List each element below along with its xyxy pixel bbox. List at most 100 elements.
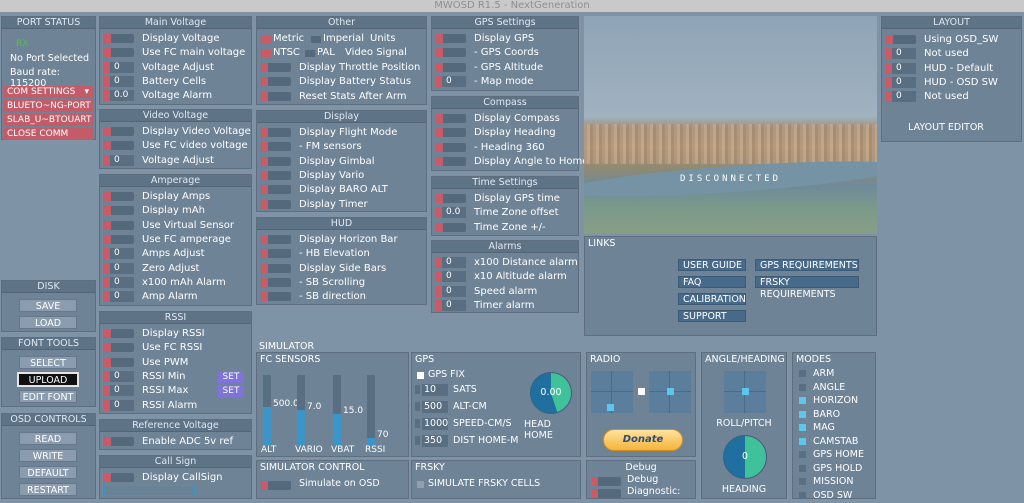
display-mah-toggle[interactable]	[104, 206, 134, 216]
mode-checkbox[interactable]	[799, 464, 806, 472]
mode-gps-hold[interactable]: GPS HOLD	[793, 462, 875, 475]
metric-radio[interactable]	[261, 36, 271, 43]
mode-osd-sw[interactable]: OSD SW	[793, 489, 875, 502]
port-item-bluetooth[interactable]: BLUETO~NG-PORT	[4, 100, 93, 112]
sim-gps-speed-cm-s-input[interactable]: 1000	[422, 418, 449, 430]
use-virtual-sensor-toggle[interactable]	[104, 220, 134, 230]
mode-mission[interactable]: MISSION	[793, 475, 875, 488]
display-horizon-bar-toggle[interactable]	[261, 235, 291, 244]
sb-scrolling-toggle[interactable]	[261, 277, 291, 287]
link-frsky-requirements[interactable]: FRSKY REQUIREMENTS	[755, 276, 859, 300]
mode-gps-home[interactable]: GPS HOME	[793, 448, 875, 461]
mode-checkbox[interactable]	[799, 397, 806, 404]
battery-cells-input[interactable]: 0	[104, 75, 134, 87]
not-used-input[interactable]: 0	[886, 91, 916, 103]
sim-gps-dist-home-m-input[interactable]: 350	[422, 435, 448, 447]
time-zone-toggle[interactable]	[436, 222, 466, 232]
display-voltage-toggle[interactable]	[104, 34, 134, 43]
voltage-adjust-input[interactable]: 0	[104, 154, 134, 166]
default-button[interactable]: DEFAULT	[19, 466, 77, 479]
mode-checkbox[interactable]	[799, 451, 806, 458]
gps-coords-toggle[interactable]	[436, 48, 466, 58]
use-fc-main-voltage-toggle[interactable]	[104, 48, 134, 58]
left-stick-pad[interactable]	[591, 371, 633, 413]
layout-editor-button[interactable]: LAYOUT EDITOR	[906, 120, 986, 133]
display-baro-alt-toggle[interactable]	[261, 185, 291, 195]
imperial-radio[interactable]	[311, 36, 321, 43]
sim-gps-sats-input[interactable]: 10	[422, 384, 448, 396]
map-mode-input[interactable]: 0	[436, 75, 466, 87]
right-stick-pad[interactable]	[649, 371, 691, 413]
rssi-max-set-button[interactable]: SET	[218, 385, 244, 398]
upload-font-button[interactable]: UPLOAD	[17, 372, 79, 387]
mode-mag[interactable]: MAG	[793, 421, 875, 434]
display-heading-toggle[interactable]	[436, 128, 466, 138]
heading-360-toggle[interactable]	[436, 142, 466, 152]
use-pwm-toggle[interactable]	[104, 357, 134, 367]
com-settings-dropdown[interactable]: COM SETTINGS ▾	[4, 86, 93, 98]
sb-direction-toggle[interactable]	[261, 292, 291, 302]
left-stick-handle[interactable]	[607, 404, 614, 411]
load-button[interactable]: LOAD	[19, 316, 77, 329]
mode-baro[interactable]: BARO	[793, 408, 875, 421]
read-button[interactable]: READ	[19, 432, 77, 445]
mode-checkbox[interactable]	[799, 491, 806, 499]
rssi-max-input[interactable]: 0	[104, 385, 134, 397]
frsky-checkbox[interactable]	[417, 481, 424, 488]
rssi-min-input[interactable]: 0	[104, 370, 134, 382]
rssi-min-set-button[interactable]: SET	[218, 370, 244, 383]
using-osd-sw-toggle[interactable]	[886, 35, 916, 44]
gps-fix-checkbox[interactable]	[417, 372, 424, 379]
donate-button[interactable]: Donate	[603, 429, 683, 451]
display-gps-time-toggle[interactable]	[436, 194, 466, 203]
x10-altitude-alarm-input[interactable]: 0	[436, 271, 466, 283]
use-fc-video-voltage-toggle[interactable]	[104, 141, 134, 151]
enable-adc-5v-ref-toggle[interactable]	[104, 437, 134, 446]
link-gps-requirements[interactable]: GPS REQUIREMENTS	[755, 259, 859, 271]
simulate-osd-toggle[interactable]	[261, 481, 291, 490]
voltage-adjust-input[interactable]: 0	[104, 61, 134, 73]
diagnostic-toggle[interactable]	[591, 489, 621, 498]
amp-alarm-input[interactable]: 0	[104, 291, 134, 303]
heading-dial[interactable]	[723, 435, 767, 479]
x100-mah-alarm-input[interactable]: 0	[104, 276, 134, 288]
close-comm-button[interactable]: CLOSE COMM	[4, 128, 93, 140]
mode-arm[interactable]: ARM	[793, 367, 875, 380]
port-item-slab[interactable]: SLAB_U~BTOUART	[4, 114, 93, 126]
display-flight-mode-toggle[interactable]	[261, 128, 291, 137]
rssi-alarm-input[interactable]: 0	[104, 399, 134, 411]
sensor-slider-vbat[interactable]	[333, 375, 341, 445]
mode-checkbox[interactable]	[799, 424, 806, 431]
use-fc-amperage-toggle[interactable]	[104, 234, 134, 244]
sensor-slider-rssi[interactable]	[367, 375, 375, 445]
display-rssi-toggle[interactable]	[104, 329, 134, 338]
restart-button[interactable]: RESTART	[19, 483, 77, 496]
display-timer-toggle[interactable]	[261, 199, 291, 209]
roll-pitch-pad[interactable]	[724, 371, 766, 413]
link-faq[interactable]: FAQ	[678, 276, 746, 288]
sim-gps-alt-cm-input[interactable]: 500	[422, 401, 448, 413]
mode-checkbox[interactable]	[799, 370, 806, 377]
not-used-input[interactable]: 0	[886, 48, 916, 60]
voltage-alarm-input[interactable]: 0.0	[104, 90, 134, 102]
timer-alarm-input[interactable]: 0	[436, 299, 466, 311]
fm-sensors-toggle[interactable]	[261, 142, 291, 152]
hud-osd-sw-input[interactable]: 0	[886, 76, 916, 88]
display-gimbal-toggle[interactable]	[261, 156, 291, 166]
debug-toggle[interactable]	[591, 477, 621, 486]
display-amps-toggle[interactable]	[104, 192, 134, 201]
display-side-bars-toggle[interactable]	[261, 263, 291, 273]
pal-radio[interactable]	[305, 50, 315, 57]
zero-adjust-input[interactable]: 0	[104, 262, 134, 274]
display-angle-to-home-toggle[interactable]	[436, 156, 466, 166]
edit-font-button[interactable]: EDIT FONT	[19, 390, 77, 403]
hud-default-input[interactable]: 0	[886, 62, 916, 74]
sensor-slider-alt[interactable]	[263, 375, 271, 445]
radio-center-checkbox[interactable]	[638, 388, 645, 395]
display-throttle-position-toggle[interactable]	[261, 63, 291, 72]
callsign-input[interactable]	[104, 485, 195, 496]
time-zone-offset-input[interactable]: 0.0	[436, 207, 466, 219]
link-support[interactable]: SUPPORT	[678, 310, 746, 322]
mode-horizon[interactable]: HORIZON	[793, 394, 875, 407]
display-video-voltage-toggle[interactable]	[104, 127, 134, 136]
